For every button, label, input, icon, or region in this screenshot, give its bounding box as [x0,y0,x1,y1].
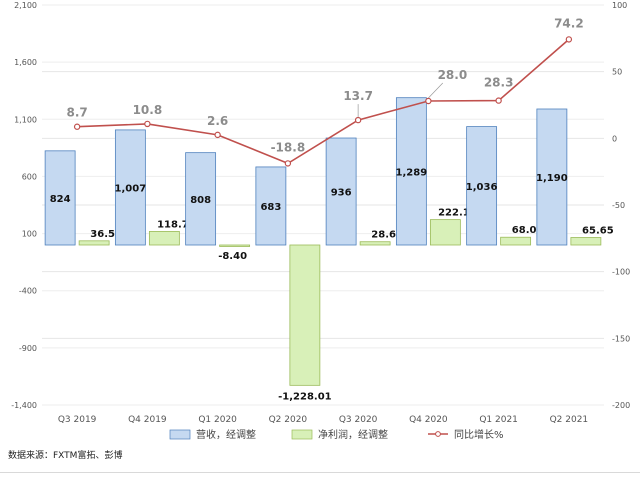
y-tick-left: 600 [22,172,37,181]
legend-marker [435,431,441,437]
legend-swatch [169,429,191,440]
growth-label: -18.8 [271,140,306,154]
net-profit-label: 65.65 [582,225,614,236]
bottom-divider [0,472,640,473]
x-tick-label: Q2 2021 [550,415,589,425]
net-profit-bar [570,237,602,246]
y-tick-left: 1,600 [14,58,37,67]
revenue-label: 683 [260,202,281,213]
growth-leader-line [428,82,444,99]
revenue-bar [255,166,287,246]
growth-point [425,97,432,105]
growth-point [214,131,221,139]
net-profit-bar [359,241,391,246]
revenue-bar [44,150,76,246]
x-tick-label: Q1 2020 [198,415,237,425]
y-tick-right: -50 [612,201,625,210]
x-tick-label: Q3 2020 [339,415,378,425]
source-note: 数据来源：FXTM富拓、彭博 [8,451,123,461]
growth-label: 8.7 [66,106,87,120]
y-tick-left: -400 [19,287,37,296]
legend-label: 营收，经调整 [196,428,256,441]
revenue-label: 808 [190,195,211,206]
growth-label: 2.6 [207,114,228,128]
growth-label: 28.3 [484,76,514,90]
net-profit-label: 36.52 [90,229,122,240]
net-profit-label: 118.77 [157,219,196,230]
growth-point [73,123,81,130]
legend-label: 净利润，经调整 [318,428,388,441]
x-tick-label: Q2 2020 [269,415,308,425]
net-profit-label: 28.66 [371,230,403,241]
growth-point [565,36,573,43]
growth-label: 13.7 [343,89,373,103]
revenue-label: 1,289 [396,167,428,178]
net-profit-bar [219,244,251,247]
y-tick-left: 2,100 [14,1,37,10]
growth-label: 74.2 [554,16,584,30]
growth-label: 28.0 [438,68,468,82]
y-tick-right: -200 [612,401,630,410]
growth-label: 10.8 [133,103,163,117]
growth-point [284,160,292,167]
net-profit-bar [500,236,532,246]
revenue-label: 1,036 [466,182,498,193]
y-tick-right: -150 [612,334,630,343]
growth-point [495,97,502,104]
y-tick-right: 0 [612,134,617,143]
legend-label: 同比增长% [454,428,504,441]
revenue-label: 824 [50,194,71,205]
net-profit-bar [289,244,321,386]
x-tick-label: Q1 2021 [479,415,518,425]
revenue-label: 1,007 [115,183,147,194]
net-profit-label: 68.01 [512,225,544,236]
x-tick-label: Q4 2020 [409,415,448,425]
revenue-bar [466,126,498,246]
revenue-bar [114,129,146,246]
net-profit-label: -1,228.01 [278,391,332,402]
net-profit-label: 222.12 [438,208,477,219]
y-tick-right: 100 [612,1,627,10]
x-tick-label: Q4 2019 [128,415,167,425]
y-tick-right: -100 [612,268,630,277]
x-tick-label: Q3 2019 [58,415,97,425]
y-tick-left: 1,100 [14,115,37,124]
net-profit-label: -8.40 [218,251,247,262]
y-tick-left: 100 [22,230,37,239]
y-tick-left: -1,400 [11,401,37,410]
net-profit-bar [148,231,180,246]
revenue-bar [325,137,357,246]
net-profit-bar [429,219,461,246]
growth-point [144,120,151,128]
y-tick-right: 50 [612,68,622,77]
net-profit-bar [78,240,110,246]
growth-point [354,116,362,124]
revenue-bar [185,152,217,246]
revenue-bar [536,108,568,246]
revenue-bar [395,97,427,246]
growth-line [77,38,570,165]
revenue-label: 936 [331,188,352,199]
revenue-label: 1,190 [536,173,568,184]
y-tick-left: -900 [19,344,37,353]
legend-swatch [291,429,313,440]
